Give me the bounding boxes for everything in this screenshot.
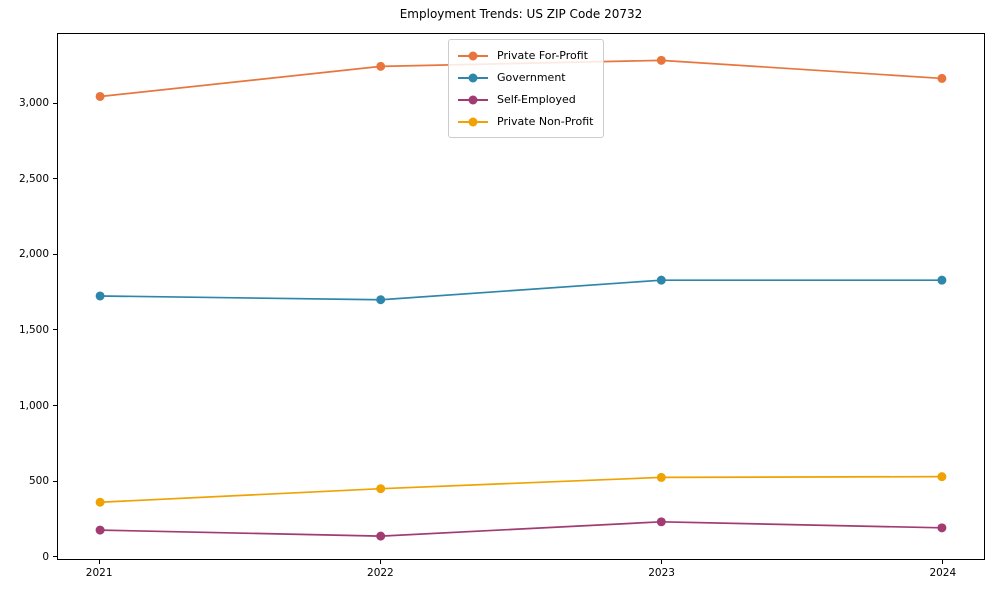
data-point-private-non-profit	[376, 484, 386, 494]
y-tick-mark	[53, 178, 57, 180]
data-point-government	[376, 295, 386, 305]
data-point-private-for-profit	[937, 73, 947, 83]
y-tick-label: 0	[42, 550, 49, 563]
legend-dot	[468, 95, 478, 104]
legend-item-private-non-profit: Private Non-Profit	[458, 111, 593, 132]
y-tick-mark	[53, 253, 57, 255]
legend-item-self-employed: Self-Employed	[458, 89, 593, 110]
data-point-private-for-profit	[95, 91, 105, 101]
data-point-government	[656, 275, 666, 285]
legend-marker-icon	[458, 51, 488, 61]
x-tick-label: 2022	[367, 567, 394, 579]
data-point-self-employed	[376, 531, 386, 541]
x-tick-mark	[379, 560, 381, 564]
legend-label: Self-Employed	[497, 93, 576, 106]
y-tick-label: 1,500	[18, 323, 49, 336]
y-tick-label: 3,000	[18, 97, 49, 110]
legend-marker-icon	[458, 73, 488, 83]
legend-label: Private For-Profit	[497, 49, 588, 62]
y-tick-mark	[53, 556, 57, 558]
y-tick-label: 2,500	[18, 172, 49, 185]
legend-dot	[468, 73, 478, 82]
x-tick-mark	[942, 560, 944, 564]
chart-title: Employment Trends: US ZIP Code 20732	[399, 7, 643, 21]
data-point-private-non-profit	[95, 497, 105, 507]
legend-marker-icon	[458, 117, 488, 127]
y-tick-mark	[53, 480, 57, 482]
series-line-private-non-profit	[100, 475, 942, 504]
legend-label: Government	[497, 71, 566, 84]
x-tick-mark	[661, 560, 663, 564]
data-point-self-employed	[95, 525, 105, 535]
y-tick-mark	[53, 329, 57, 331]
x-tick-label: 2021	[85, 567, 113, 579]
legend-marker-icon	[458, 95, 488, 105]
y-tick-label: 2,000	[18, 248, 49, 261]
x-tick-label: 2023	[648, 567, 675, 579]
legend-item-government: Government	[458, 67, 593, 88]
y-tick-label: 1,000	[18, 399, 49, 412]
data-point-self-employed	[937, 523, 947, 533]
legend-dot	[468, 117, 478, 126]
data-point-private-non-profit	[937, 472, 947, 482]
plot-canvas	[95, 55, 947, 541]
data-point-private-for-profit	[376, 61, 386, 71]
series-line-government	[100, 279, 942, 301]
legend-item-private-for-profit: Private For-Profit	[458, 45, 593, 66]
legend-dot	[468, 51, 478, 60]
data-point-government	[937, 275, 947, 285]
legend-label: Private Non-Profit	[497, 115, 594, 128]
y-tick-mark	[53, 102, 57, 104]
data-point-government	[95, 291, 105, 301]
y-tick-mark	[53, 405, 57, 407]
data-point-private-non-profit	[656, 472, 666, 482]
data-point-private-for-profit	[656, 55, 666, 65]
data-point-self-employed	[656, 517, 666, 527]
series-line-self-employed	[100, 520, 942, 537]
y-tick-label: 500	[28, 475, 49, 488]
plot-area: Private For-Profit Government Self-Employe…	[57, 33, 985, 560]
x-tick-mark	[98, 560, 100, 564]
x-tick-label: 2024	[929, 567, 957, 579]
legend: Private For-Profit Government Self-Employe…	[448, 39, 605, 138]
